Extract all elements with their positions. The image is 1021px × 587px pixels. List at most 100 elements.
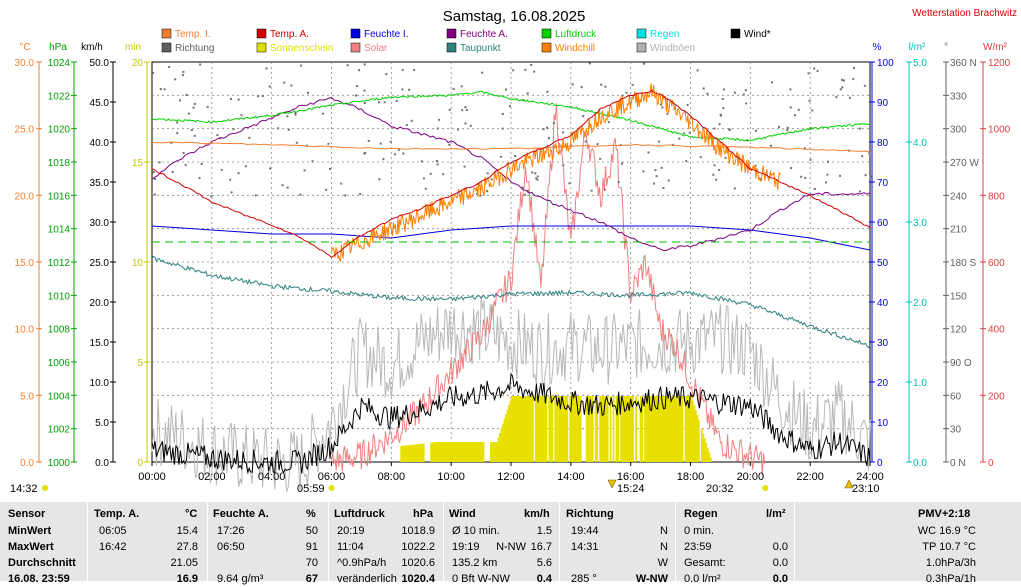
table-cell-h_time: 9.64 g/m³ [217,573,264,585]
direction-dot [185,93,188,96]
table-cell-r_label: 0 min. [684,525,714,537]
pressure-axis-label: 1020 [48,125,71,136]
sunshine-bar [415,444,418,462]
direction-dot [283,81,286,84]
sunshine-bar [409,445,412,462]
sunshine-bar [511,396,513,462]
direction-dot [182,151,185,154]
sunshine-bar [442,442,444,462]
sunshine-bar [687,396,690,462]
sunshine-bar [464,442,467,462]
direction-dot [797,108,800,111]
direction-dot [382,158,385,161]
direction-dot [397,148,400,151]
sunshine-bar [543,396,546,462]
direction-dot [410,119,413,122]
wind-axis-label: 30.0 [90,218,110,229]
sunshine-bar [660,396,663,462]
table-cell-t_val: 21.05 [170,557,198,569]
sunshine-bar [599,396,602,462]
rain-axis-label: 2.0 [913,298,927,309]
direction-dot [706,92,709,95]
direction-dot [533,70,536,73]
direction-dot [713,164,716,167]
pressure-axis-label: 1010 [48,291,71,302]
table-cell-t_time: 06:05 [99,525,127,537]
wind-axis-label: 10.0 [90,378,110,389]
direction-dot [813,67,816,70]
legend-label: Temp. I. [175,29,211,40]
legend: Temp. I. Temp. A. Feuchte I. Feuchte A. Luft… [161,28,771,54]
direction-dot [401,68,404,71]
sunshine-bar [518,396,521,462]
direction-dot [176,132,179,135]
direction-dot [463,165,466,168]
direction-dot [153,177,156,180]
sunshine-bar [576,396,579,462]
legend-swatch [446,42,457,53]
legend-swatch [161,42,172,53]
direction-dot [182,70,185,73]
sunshine-bar [436,442,439,462]
direction-dot [210,195,213,198]
direction-dot [603,188,606,191]
direction-dot [599,157,602,160]
direction-dot [254,194,257,197]
axis-unit-solar: W/m² [983,42,1008,53]
direction-dot [486,172,489,175]
sunshine-bar [662,396,664,462]
direction-dot [742,93,745,96]
sunshine-bar [689,396,691,462]
direction-dot [159,88,162,91]
humidity-axis-label: 100 [877,58,894,69]
direction-dot [827,160,830,163]
direction-dot [848,96,851,99]
direction-dot [514,154,517,157]
temp-axis-label: 0.0 [20,458,34,469]
sunshine-bar [478,442,480,462]
direction-dot [590,189,593,192]
table-cell-extra: TP 10.7 °C [922,541,976,553]
direction-dot [568,182,571,185]
sunshine-bar [650,396,652,462]
sunshine-bar [588,396,591,462]
table-cell-label: MaxWert [8,541,54,553]
direction-dot [839,174,842,177]
table-cell-d_val: N [660,541,668,553]
temp-axis-label: 30.0 [15,58,35,69]
pressure-axis-label: 1024 [48,58,71,69]
sunshine-bar [591,396,594,462]
direction-dot [422,177,425,180]
legend-swatch [541,28,552,39]
hdr-rain-unit: l/m² [766,508,786,520]
direction-dot [379,142,382,145]
direction-dot [842,79,845,82]
legend-swatch [446,28,457,39]
direction-dot [457,128,460,131]
direction-dot [655,175,658,178]
sunshine-bar [502,423,504,462]
wind-axis-label: 15.0 [90,338,110,349]
direction-dot [153,193,156,196]
x-tick-label: 08:00 [378,471,406,483]
pressure-axis-label: 1006 [48,358,71,369]
direction-dot [438,118,441,121]
sunshine-bar [675,396,678,462]
direction-dot [642,170,645,173]
direction-dot [526,189,529,192]
direction-dot [448,143,451,146]
direction-dot [852,78,855,81]
direction-dot [702,87,705,90]
hdr-temp: Temp. A. [94,508,140,520]
direction-dot [588,62,591,65]
direction-dot [685,160,688,163]
wind-axis-label: 5.0 [95,418,109,429]
sunshine-bar [603,396,606,462]
table-cell-t_time: 16:42 [99,541,127,553]
pressure-axis-label: 1018 [48,158,71,169]
direction-dot [265,67,268,70]
table-cell-h_time: 17:26 [217,525,245,537]
table-cell-h_val: 70 [305,557,318,569]
direction-dot [584,140,587,143]
sunshine-bar [644,396,646,462]
